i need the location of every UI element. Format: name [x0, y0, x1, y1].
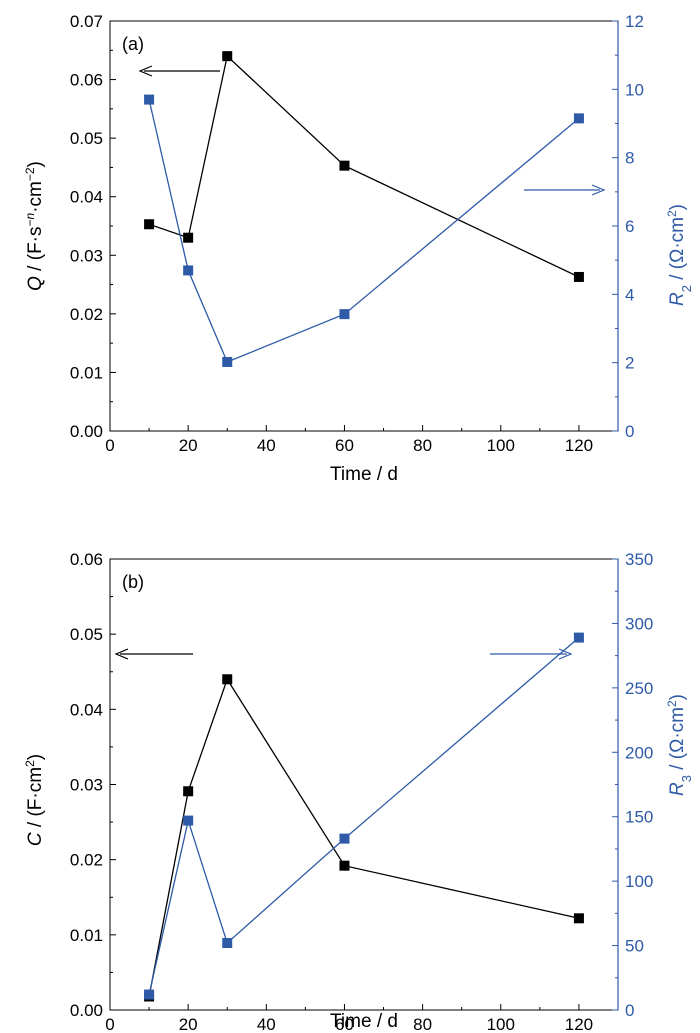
left-series-point — [222, 51, 233, 62]
right-series-point — [144, 989, 155, 1000]
right-y-tick-label: 12 — [625, 12, 644, 31]
x-tick-label: 120 — [565, 1015, 593, 1033]
x-tick-label: 100 — [487, 436, 515, 455]
left-series-point — [339, 160, 350, 171]
panel-a-x-ticks: 0 20 40 60 80 100 120 — [105, 425, 593, 455]
right-series-point — [144, 94, 155, 105]
right-series-point — [183, 815, 194, 826]
x-tick-label: 60 — [335, 436, 354, 455]
left-y-tick-label: 0.05 — [70, 129, 103, 148]
left-y-tick-label: 0.00 — [70, 1001, 103, 1020]
left-y-tick-label: 0.02 — [70, 851, 103, 870]
right-series-point — [183, 265, 194, 276]
panel-b-x-ticks: 0 20 40 60 80 100 120 — [105, 1004, 593, 1033]
right-y-tick-label: 150 — [625, 808, 653, 827]
right-y-tick-label: 0 — [625, 422, 634, 441]
left-series-point — [183, 232, 194, 243]
right-series-point — [222, 937, 233, 948]
panel-a-right-y-ticks: 0 2 4 6 8 10 12 — [612, 12, 644, 441]
panel-a-series — [144, 51, 584, 367]
panel-b: (b) 0 20 40 60 80 100 120 0.00 0.01 0.02 0.03 0.04… — [23, 550, 694, 1033]
left-series-point — [573, 271, 584, 282]
left-series-point — [183, 786, 194, 797]
left-y-tick-label: 0.06 — [70, 71, 103, 90]
panel-b-series — [144, 632, 584, 1002]
panel-b-left-y-axis-label: C / (F·cm2) — [23, 754, 46, 846]
right-series-point — [573, 113, 584, 124]
panel-b-left-arrow-head — [114, 648, 129, 660]
x-tick-label: 20 — [179, 1015, 198, 1033]
panel-b-plot-frame — [109, 558, 619, 1011]
left-y-tick-label: 0.01 — [70, 926, 103, 945]
panel-a-left-y-ticks: 0.00 0.01 0.02 0.03 0.04 0.05 0.06 0.07 — [70, 12, 116, 441]
right-y-tick-label: 350 — [625, 550, 653, 569]
x-tick-label: 0 — [105, 1015, 114, 1033]
right-y-tick-label: 6 — [625, 217, 634, 236]
right-series-point — [573, 632, 584, 643]
x-tick-label: 80 — [413, 436, 432, 455]
panel-b-label: (b) — [122, 572, 144, 592]
panel-a-label: (a) — [122, 34, 144, 54]
right-y-tick-label: 250 — [625, 679, 653, 698]
left-y-tick-label: 0.07 — [70, 12, 103, 31]
panel-b-right-arrow-head — [558, 648, 573, 660]
left-y-tick-label: 0.02 — [70, 305, 103, 324]
right-y-tick-label: 50 — [625, 937, 644, 956]
left-y-tick-label: 0.04 — [70, 700, 103, 719]
x-tick-label: 120 — [565, 436, 593, 455]
right-y-tick-label: 300 — [625, 614, 653, 633]
panel-a-x-axis-label: Time / d — [330, 464, 398, 485]
x-tick-label: 0 — [105, 436, 114, 455]
x-tick-label: 80 — [413, 1015, 432, 1033]
x-tick-label: 60 — [335, 1015, 354, 1033]
right-series-point — [339, 309, 350, 320]
right-y-tick-label: 10 — [625, 80, 644, 99]
x-tick-label: 100 — [487, 1015, 515, 1033]
left-series-line — [148, 54, 580, 278]
right-y-tick-label: 8 — [625, 149, 634, 168]
left-series-point — [573, 913, 584, 924]
panel-b-left-y-ticks: 0.00 0.01 0.02 0.03 0.04 0.05 0.06 — [70, 550, 116, 1020]
right-y-tick-label: 100 — [625, 872, 653, 891]
left-series-point — [144, 219, 155, 230]
right-y-tick-label: 200 — [625, 743, 653, 762]
left-y-tick-label: 0.03 — [70, 776, 103, 795]
left-series-line — [148, 677, 580, 997]
right-y-tick-label: 0 — [625, 1001, 634, 1020]
left-series-point — [339, 860, 350, 871]
left-series-point — [222, 674, 233, 685]
left-y-tick-label: 0.04 — [70, 188, 103, 207]
panel-a-left-arrow-head — [138, 65, 153, 77]
left-y-tick-label: 0.00 — [70, 422, 103, 441]
right-y-tick-label: 2 — [625, 354, 634, 373]
panel-b-x-axis-label: Time / d — [330, 1011, 398, 1032]
right-series-line — [148, 99, 580, 363]
panel-a-left-y-axis-label: Q / (F·s−n·cm−2) — [23, 161, 46, 291]
panel-a-plot-frame — [109, 20, 619, 432]
x-tick-label: 40 — [257, 1015, 276, 1033]
right-series-point — [222, 356, 233, 367]
right-y-tick-label: 4 — [625, 285, 634, 304]
left-y-tick-label: 0.03 — [70, 246, 103, 265]
left-y-tick-label: 0.01 — [70, 363, 103, 382]
panel-a-right-y-axis-label: R2 / (Ω·cm2) — [665, 204, 694, 306]
panel-a: (a) 0 20 40 60 80 100 120 0.000.010.020.030.04… — [23, 12, 694, 485]
panel-b-right-y-ticks: 0 50 100 150 200 250 300 350 — [612, 550, 653, 1020]
right-series-line — [148, 637, 580, 995]
panel-b-right-y-axis-label: R3 / (Ω·cm2) — [665, 694, 694, 796]
x-tick-label: 40 — [257, 436, 276, 455]
left-y-tick-label: 0.05 — [70, 625, 103, 644]
panel-a-right-arrow-head — [591, 184, 606, 196]
right-series-point — [339, 833, 350, 844]
x-tick-label: 20 — [179, 436, 198, 455]
left-y-tick-label: 0.06 — [70, 550, 103, 569]
